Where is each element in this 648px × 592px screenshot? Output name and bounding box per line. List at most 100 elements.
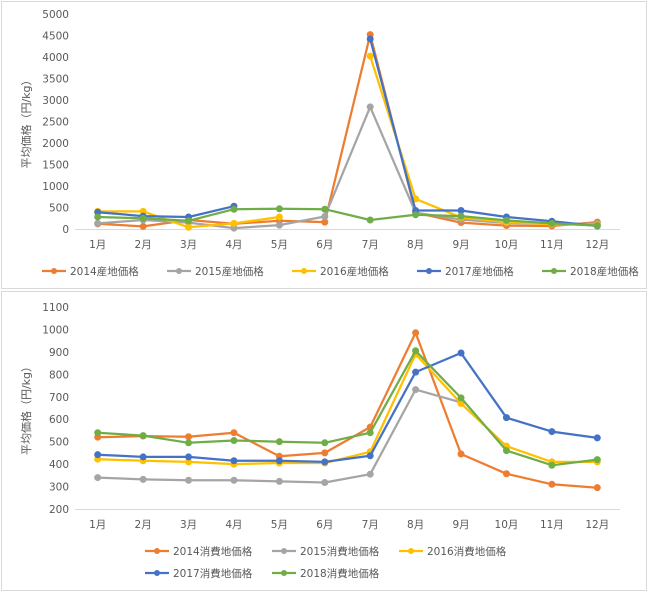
legend-swatch-marker bbox=[551, 268, 557, 274]
data-point bbox=[139, 214, 147, 222]
data-point bbox=[593, 456, 601, 464]
series-line bbox=[97, 205, 235, 219]
data-point bbox=[366, 103, 374, 111]
top-chart: 0 500 1000 1500 2000 2500 3000 3500 4000 4500 5000… bbox=[19, 9, 639, 278]
data-point bbox=[366, 52, 374, 60]
data-point bbox=[321, 479, 329, 487]
legend-swatch-marker bbox=[154, 570, 160, 576]
x-tick-label: 4月 bbox=[225, 519, 242, 531]
data-point bbox=[321, 205, 329, 213]
y-tick-label: 1000 bbox=[42, 181, 69, 193]
y-tick-label: 700 bbox=[49, 392, 69, 404]
data-point bbox=[548, 428, 556, 436]
data-point bbox=[548, 219, 556, 227]
x-tick-label: 6月 bbox=[316, 239, 333, 251]
data-point bbox=[412, 211, 420, 219]
data-point bbox=[457, 349, 465, 357]
x-tick-label: 2月 bbox=[135, 239, 152, 251]
data-point bbox=[275, 205, 283, 213]
data-point bbox=[412, 368, 420, 376]
x-tick-label: 12月 bbox=[585, 239, 609, 251]
series-line bbox=[97, 351, 598, 464]
y-tick-label: 1000 bbox=[42, 324, 69, 336]
x-tick-label: 1月 bbox=[89, 239, 106, 251]
data-point bbox=[230, 457, 238, 465]
data-point bbox=[457, 212, 465, 220]
data-point bbox=[412, 386, 420, 394]
data-point bbox=[321, 213, 329, 221]
y-tick-label: 900 bbox=[49, 347, 69, 359]
x-tick-label: 12月 bbox=[585, 519, 609, 531]
data-point bbox=[185, 223, 193, 231]
x-tick-label: 3月 bbox=[180, 239, 197, 251]
data-point bbox=[275, 438, 283, 446]
y-tick-label: 0 bbox=[62, 224, 69, 236]
x-tick-label: 9月 bbox=[452, 239, 469, 251]
x-tick-label: 6月 bbox=[316, 519, 333, 531]
data-point bbox=[230, 476, 238, 484]
data-point bbox=[94, 451, 102, 459]
y-tick-label: 300 bbox=[49, 482, 69, 494]
data-point bbox=[321, 449, 329, 457]
x-tick-label: 11月 bbox=[540, 239, 564, 251]
y-tick-label: 4000 bbox=[42, 52, 69, 64]
x-tick-label: 7月 bbox=[362, 519, 379, 531]
data-point bbox=[366, 216, 374, 224]
data-point bbox=[593, 484, 601, 492]
y-tick-label: 3000 bbox=[42, 95, 69, 107]
series-line bbox=[369, 38, 598, 228]
x-tick-label: 10月 bbox=[495, 519, 519, 531]
x-tick-label: 4月 bbox=[225, 239, 242, 251]
data-point bbox=[185, 433, 193, 441]
y-tick-label: 1500 bbox=[42, 160, 69, 172]
legend-label: 2015消費地価格 bbox=[300, 545, 380, 558]
series-line bbox=[97, 349, 598, 467]
data-point bbox=[502, 414, 510, 422]
data-point bbox=[502, 447, 510, 455]
legend-swatch-marker bbox=[154, 548, 160, 554]
legend-label: 2018産地価格 bbox=[570, 265, 639, 278]
legend-swatch-marker bbox=[51, 268, 57, 274]
data-point bbox=[366, 429, 374, 437]
x-tick-label: 11月 bbox=[540, 519, 564, 531]
data-point bbox=[275, 213, 283, 221]
x-tick-label: 5月 bbox=[271, 519, 288, 531]
legend-label: 2016産地価格 bbox=[320, 265, 389, 278]
legend-swatch-marker bbox=[426, 268, 432, 274]
data-point bbox=[139, 475, 147, 483]
data-point bbox=[275, 221, 283, 229]
legend-swatch-marker bbox=[281, 548, 287, 554]
data-point bbox=[94, 219, 102, 227]
x-tick-label: 10月 bbox=[495, 239, 519, 251]
data-point bbox=[185, 476, 193, 484]
legend-swatch-marker bbox=[176, 268, 182, 274]
data-point bbox=[321, 458, 329, 466]
data-point bbox=[366, 35, 374, 43]
x-tick-label: 8月 bbox=[407, 239, 424, 251]
data-point bbox=[139, 222, 147, 230]
series-line bbox=[97, 207, 598, 227]
y-tick-label: 500 bbox=[49, 437, 69, 449]
data-point bbox=[548, 461, 556, 469]
y-axis-title: 平均価格（円/kg） bbox=[19, 361, 33, 455]
data-point bbox=[593, 434, 601, 442]
data-point bbox=[457, 394, 465, 402]
x-tick-label: 5月 bbox=[271, 239, 288, 251]
legend-label: 2014産地価格 bbox=[70, 265, 139, 278]
y-tick-label: 400 bbox=[49, 459, 69, 471]
y-tick-label: 800 bbox=[49, 369, 69, 381]
data-point bbox=[230, 205, 238, 213]
x-tick-label: 9月 bbox=[452, 519, 469, 531]
legend-swatch-marker bbox=[301, 268, 307, 274]
data-point bbox=[185, 217, 193, 225]
legend-label: 2014消費地価格 bbox=[173, 545, 253, 558]
y-tick-label: 2000 bbox=[42, 138, 69, 150]
x-tick-label: 7月 bbox=[362, 239, 379, 251]
x-tick-label: 3月 bbox=[180, 519, 197, 531]
data-point bbox=[230, 429, 238, 437]
legend-swatch-marker bbox=[408, 548, 414, 554]
data-point bbox=[94, 429, 102, 437]
data-point bbox=[275, 477, 283, 485]
